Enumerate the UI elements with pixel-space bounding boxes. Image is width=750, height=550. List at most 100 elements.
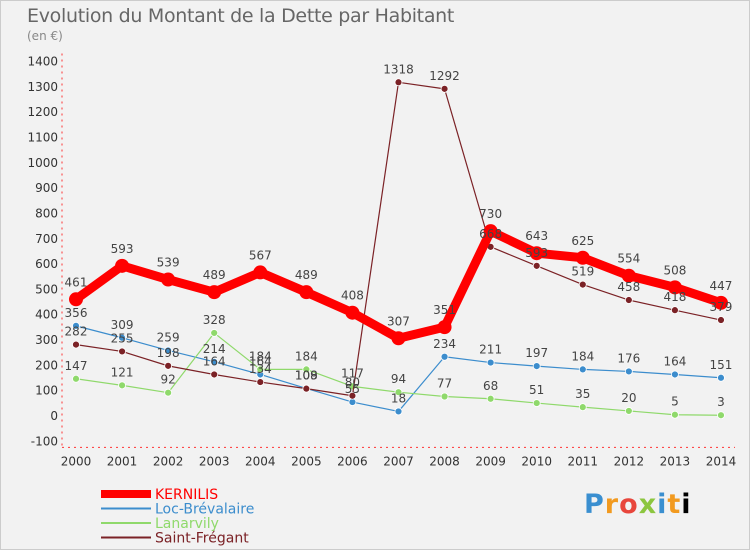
data-label-lanarvily: 328 — [203, 313, 226, 327]
data-label-lanarvily: 147 — [65, 359, 88, 373]
y-tick-label: -100 — [31, 434, 58, 448]
data-point-lanarvily — [394, 388, 403, 397]
x-tick-label: 2002 — [153, 454, 184, 468]
data-point-kernilis — [391, 331, 406, 346]
data-point-lanarvily — [302, 365, 311, 374]
data-point-kernilis — [299, 285, 314, 300]
data-label-kernilis: 593 — [111, 242, 134, 256]
y-tick-label: 200 — [35, 358, 58, 372]
data-point-saint-fregant — [118, 347, 126, 356]
data-label-lanarvily: 121 — [111, 365, 134, 379]
data-label-saint-fregant: 164 — [203, 354, 226, 368]
data-point-kernilis — [161, 272, 176, 287]
data-point-kernilis — [529, 246, 544, 261]
data-label-saint-fregant: 668 — [479, 227, 502, 241]
data-label-saint-fregant: 282 — [65, 325, 88, 339]
data-label-saint-fregant: 1318 — [383, 62, 414, 76]
data-point-kernilis — [345, 305, 360, 320]
y-tick-label: 1200 — [27, 105, 58, 119]
y-tick-label: 100 — [35, 384, 58, 398]
data-label-kernilis: 307 — [387, 314, 410, 328]
data-point-kernilis — [437, 320, 452, 335]
x-tick-label: 2006 — [337, 454, 368, 468]
data-point-saint-fregant — [302, 384, 311, 393]
y-tick-label: 400 — [35, 308, 58, 322]
data-point-loc-brevalaire — [118, 333, 126, 342]
data-label-loc-brevalaire: 18 — [391, 391, 406, 405]
data-point-saint-fregant — [256, 378, 265, 386]
data-label-lanarvily: 51 — [529, 383, 544, 397]
data-point-saint-fregant — [532, 261, 541, 270]
data-label-kernilis: 567 — [249, 248, 272, 262]
data-point-loc-brevalaire — [72, 321, 80, 330]
x-tick-label: 2005 — [291, 454, 322, 468]
data-point-lanarvily — [624, 407, 633, 415]
y-tick-label: 500 — [35, 282, 58, 296]
data-label-loc-brevalaire: 214 — [203, 342, 226, 356]
data-label-loc-brevalaire: 259 — [157, 330, 180, 344]
data-label-saint-fregant: 418 — [663, 290, 686, 304]
data-point-saint-fregant — [394, 78, 403, 87]
data-label-lanarvily: 92 — [160, 373, 175, 387]
data-point-lanarvily — [118, 381, 126, 390]
data-label-saint-fregant: 80 — [345, 376, 360, 390]
data-label-loc-brevalaire: 151 — [710, 358, 733, 372]
y-tick-label: 1300 — [27, 80, 58, 94]
y-tick-label: 900 — [35, 181, 58, 195]
y-tick-label: 700 — [35, 232, 58, 246]
data-point-loc-brevalaire — [164, 346, 173, 355]
x-tick-label: 2007 — [383, 454, 414, 468]
x-tick-label: 2000 — [61, 454, 92, 468]
x-tick-label: 2001 — [107, 454, 138, 468]
data-point-kernilis — [115, 258, 130, 273]
data-point-loc-brevalaire — [578, 365, 587, 374]
data-point-saint-fregant — [72, 340, 80, 349]
x-tick-label: 2012 — [614, 454, 645, 468]
data-label-lanarvily: 20 — [621, 391, 636, 405]
data-point-loc-brevalaire — [671, 370, 679, 379]
data-label-loc-brevalaire: 356 — [65, 306, 88, 320]
data-point-loc-brevalaire — [394, 407, 403, 416]
x-tick-label: 2003 — [199, 454, 230, 468]
data-label-lanarvily: 77 — [437, 377, 452, 391]
legend-label-loc-brevalaire: Loc-Brévalaire — [155, 502, 254, 518]
data-point-lanarvily — [164, 388, 173, 397]
data-label-saint-fregant: 519 — [571, 265, 594, 279]
data-label-loc-brevalaire: 309 — [111, 318, 134, 332]
data-label-loc-brevalaire: 109 — [295, 368, 318, 382]
data-point-loc-brevalaire — [624, 367, 633, 376]
data-label-saint-fregant: 458 — [617, 280, 640, 294]
data-label-kernilis: 730 — [479, 207, 502, 221]
y-tick-label: 1100 — [27, 130, 58, 144]
data-point-lanarvily — [210, 329, 219, 337]
data-label-loc-brevalaire: 55 — [345, 382, 360, 396]
data-label-kernilis: 554 — [617, 252, 640, 266]
data-point-saint-fregant — [671, 306, 679, 315]
data-label-loc-brevalaire: 211 — [479, 343, 502, 357]
y-tick-label: 800 — [35, 206, 58, 220]
data-label-saint-fregant: 255 — [111, 331, 134, 345]
data-point-kernilis — [253, 265, 268, 280]
data-label-lanarvily: 35 — [575, 387, 590, 401]
data-label-kernilis: 508 — [663, 263, 686, 277]
data-label-kernilis: 539 — [157, 256, 180, 270]
data-point-kernilis — [667, 280, 682, 295]
data-point-lanarvily — [72, 374, 80, 383]
x-tick-label: 2008 — [429, 454, 460, 468]
data-label-lanarvily: 117 — [341, 366, 364, 380]
x-tick-label: 2011 — [567, 454, 598, 468]
data-label-kernilis: 625 — [571, 234, 594, 248]
data-label-loc-brevalaire: 164 — [249, 354, 272, 368]
data-label-lanarvily: 68 — [483, 379, 498, 393]
y-tick-label: 0 — [50, 409, 58, 423]
x-tick-label: 2004 — [245, 454, 276, 468]
data-point-kernilis — [575, 250, 590, 265]
y-tick-label: 1400 — [27, 55, 58, 69]
data-point-lanarvily — [440, 392, 449, 401]
data-label-loc-brevalaire: 234 — [433, 337, 456, 351]
data-point-lanarvily — [532, 399, 541, 407]
data-label-kernilis: 461 — [65, 275, 88, 289]
legend-label-saint-fregant: Saint-Frégant — [155, 531, 249, 547]
proxiti-logo: Proxiti — [584, 489, 692, 520]
